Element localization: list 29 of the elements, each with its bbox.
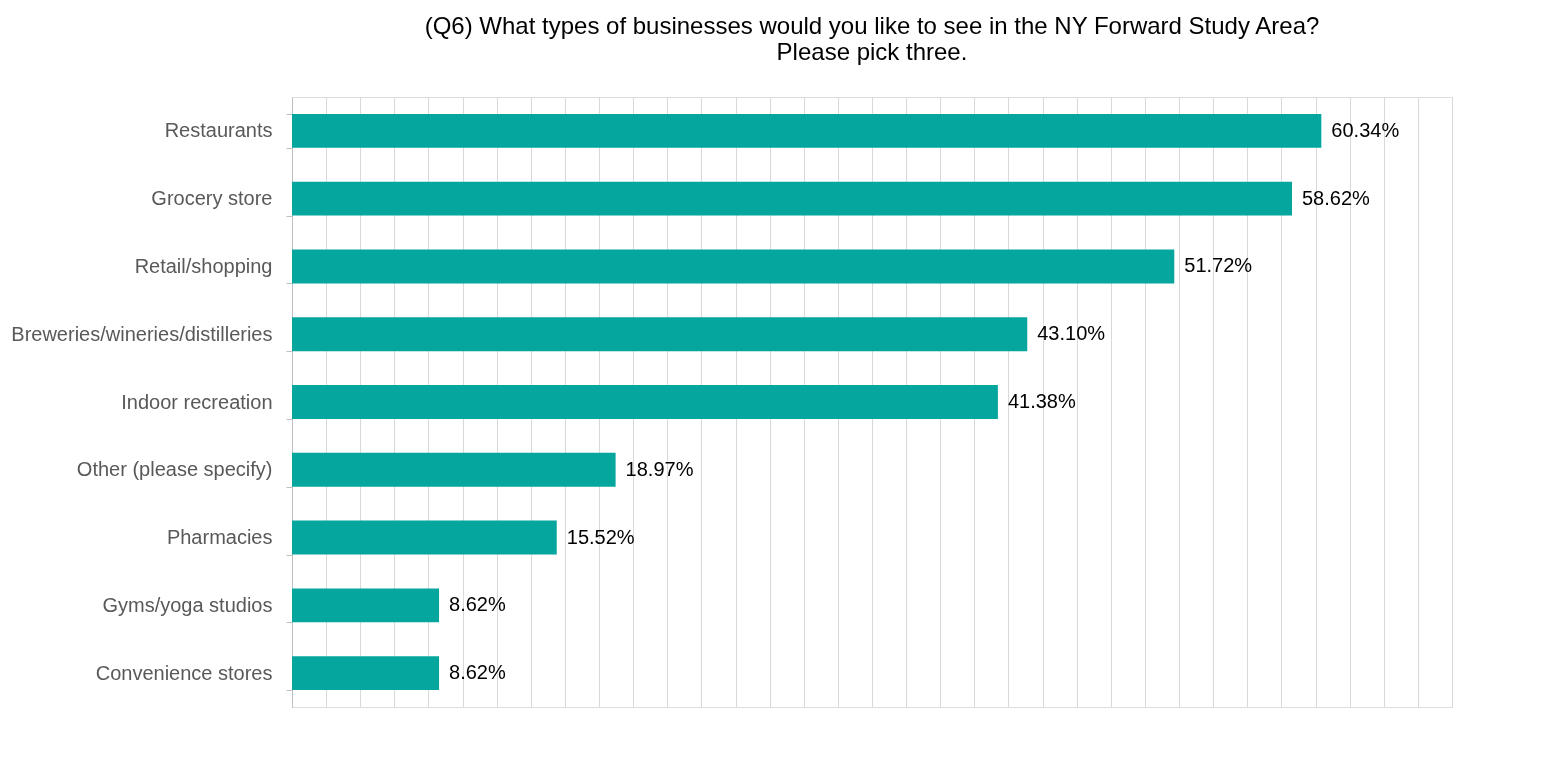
data-label: 41.38% [1007, 390, 1076, 412]
text: Please pick three. [776, 38, 968, 65]
data-label: 43.10% [1037, 322, 1106, 345]
y-tick-label: Other (please specify) [76, 458, 273, 481]
data-label: 8.62% [449, 593, 506, 616]
bar [292, 588, 440, 623]
bar [292, 385, 998, 419]
bar [292, 249, 1175, 284]
data-label: 58.62% [1301, 186, 1371, 209]
bar [292, 113, 1322, 148]
data-label: 15.52% [566, 525, 635, 548]
y-tick-label: Grocery store [151, 187, 273, 210]
y-tick-label: Retail/shopping [134, 254, 273, 277]
data-label: 60.34% [1331, 118, 1400, 141]
y-tick-label: Indoor recreation [121, 390, 273, 413]
bar [292, 452, 616, 487]
bar [292, 317, 1028, 352]
data-label: 51.72% [1184, 254, 1253, 277]
data-label: 8.62% [449, 661, 506, 684]
y-tick-label: Breweries/wineries/distilleries [11, 322, 273, 345]
data-label: 18.97% [625, 457, 694, 480]
text: (Q6) What types of businesses would you like to see in the NY Forward Study Area? [424, 12, 1320, 39]
bar [292, 656, 440, 691]
y-tick-label: Gyms/yoga studios [102, 593, 273, 616]
y-tick-label: Convenience stores [95, 661, 273, 684]
bar [292, 520, 557, 555]
y-tick-label: Pharmacies [166, 526, 273, 549]
y-tick-label: Restaurants [164, 119, 273, 142]
bar [292, 181, 1292, 216]
